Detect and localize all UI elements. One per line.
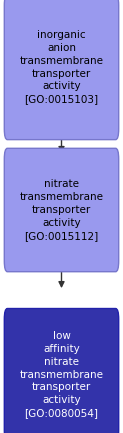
FancyBboxPatch shape	[4, 308, 119, 433]
Text: inorganic
anion
transmembrane
transporter
activity
[GO:0015103]: inorganic anion transmembrane transporte…	[20, 30, 103, 104]
FancyBboxPatch shape	[4, 148, 119, 272]
Text: low
affinity
nitrate
transmembrane
transporter
activity
[GO:0080054]: low affinity nitrate transmembrane trans…	[20, 331, 103, 418]
Text: nitrate
transmembrane
transporter
activity
[GO:0015112]: nitrate transmembrane transporter activi…	[20, 179, 103, 241]
FancyBboxPatch shape	[4, 0, 119, 139]
